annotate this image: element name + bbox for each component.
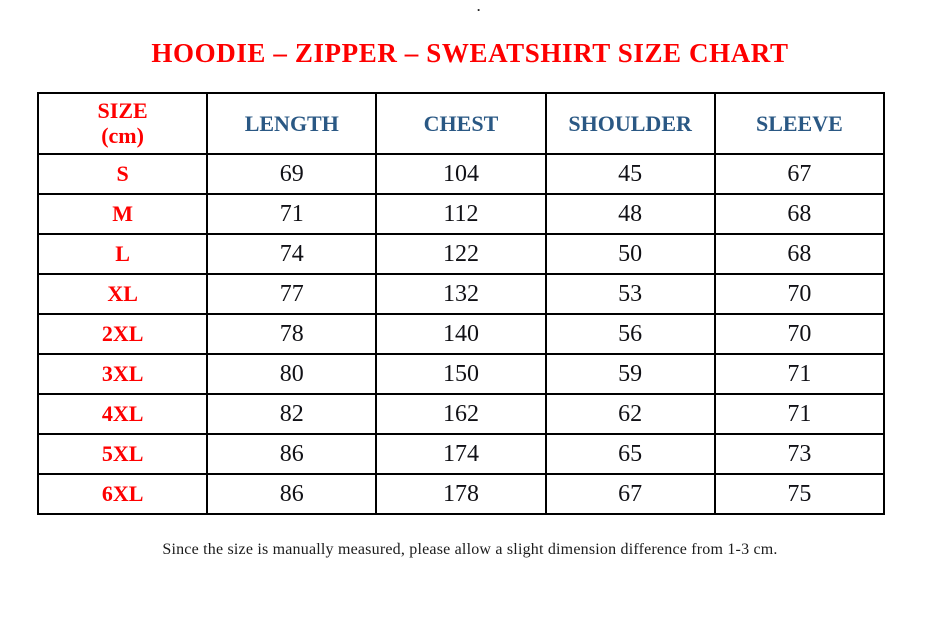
chest-value: 174 xyxy=(375,433,547,475)
shoulder-value: 67 xyxy=(544,473,716,515)
sleeve-value: 68 xyxy=(713,193,886,235)
page-title: HOODIE – ZIPPER – SWEATSHIRT SIZE CHART xyxy=(151,38,789,68)
chest-value: 122 xyxy=(375,233,547,275)
shoulder-value: 59 xyxy=(544,353,716,395)
shoulder-value: 50 xyxy=(544,233,716,275)
table-row-3xl: 3XL 80 150 59 71 xyxy=(36,353,886,395)
length-value: 78 xyxy=(206,313,378,355)
chest-value: 104 xyxy=(375,153,547,195)
sleeve-value: 70 xyxy=(713,313,886,355)
table-header: SIZE (cm) LENGTH CHEST SHOULDER SLEEVE xyxy=(36,92,886,155)
chest-value: 162 xyxy=(375,393,547,435)
table-row-xl: XL 77 132 53 70 xyxy=(36,273,886,315)
length-value: 71 xyxy=(206,193,378,235)
length-value: 74 xyxy=(206,233,378,275)
size-label: 6XL xyxy=(36,473,209,515)
chest-value: 140 xyxy=(375,313,547,355)
size-label: M xyxy=(36,193,209,235)
table-row-5xl: 5XL 86 174 65 73 xyxy=(36,433,886,475)
length-value: 86 xyxy=(206,433,378,475)
chest-value: 150 xyxy=(375,353,547,395)
size-label: 4XL xyxy=(36,393,209,435)
shoulder-value: 62 xyxy=(544,393,716,435)
table-row-l: L 74 122 50 68 xyxy=(36,233,886,275)
sleeve-value: 71 xyxy=(713,353,886,395)
sleeve-value: 73 xyxy=(713,433,886,475)
table-body: S 69 104 45 67 M 71 112 48 68 L 74 122 5… xyxy=(36,153,886,515)
shoulder-value: 45 xyxy=(544,153,716,195)
size-label: 3XL xyxy=(36,353,209,395)
length-value: 80 xyxy=(206,353,378,395)
size-chart-table: SIZE (cm) LENGTH CHEST SHOULDER SLEEVE S… xyxy=(36,92,886,515)
header-size-line1: SIZE xyxy=(97,98,148,124)
length-value: 69 xyxy=(206,153,378,195)
table-row-s: S 69 104 45 67 xyxy=(36,153,886,195)
shoulder-value: 48 xyxy=(544,193,716,235)
header-shoulder: SHOULDER xyxy=(544,92,716,155)
table-row-6xl: 6XL 86 178 67 75 xyxy=(36,473,886,515)
header-sleeve: SLEEVE xyxy=(713,92,886,155)
header-chest: CHEST xyxy=(375,92,547,155)
size-label: XL xyxy=(36,273,209,315)
sleeve-value: 67 xyxy=(713,153,886,195)
header-row: SIZE (cm) LENGTH CHEST SHOULDER SLEEVE xyxy=(36,92,886,155)
shoulder-value: 56 xyxy=(544,313,716,355)
stray-dot: . xyxy=(477,0,481,14)
sleeve-value: 75 xyxy=(713,473,886,515)
size-label: 2XL xyxy=(36,313,209,355)
shoulder-value: 65 xyxy=(544,433,716,475)
measurement-disclaimer: Since the size is manually measured, ple… xyxy=(162,541,778,558)
chest-value: 178 xyxy=(375,473,547,515)
length-value: 86 xyxy=(206,473,378,515)
sleeve-value: 68 xyxy=(713,233,886,275)
shoulder-value: 53 xyxy=(544,273,716,315)
sleeve-value: 70 xyxy=(713,273,886,315)
length-value: 77 xyxy=(206,273,378,315)
table-row-m: M 71 112 48 68 xyxy=(36,193,886,235)
size-label: 5XL xyxy=(36,433,209,475)
chest-value: 132 xyxy=(375,273,547,315)
chest-value: 112 xyxy=(375,193,547,235)
size-label: L xyxy=(36,233,209,275)
length-value: 82 xyxy=(206,393,378,435)
sleeve-value: 71 xyxy=(713,393,886,435)
header-size-line2: (cm) xyxy=(101,122,144,148)
table-row-4xl: 4XL 82 162 62 71 xyxy=(36,393,886,435)
header-length: LENGTH xyxy=(206,92,378,155)
table-row-2xl: 2XL 78 140 56 70 xyxy=(36,313,886,355)
header-size-cm: SIZE (cm) xyxy=(36,92,209,155)
size-label: S xyxy=(36,153,209,195)
